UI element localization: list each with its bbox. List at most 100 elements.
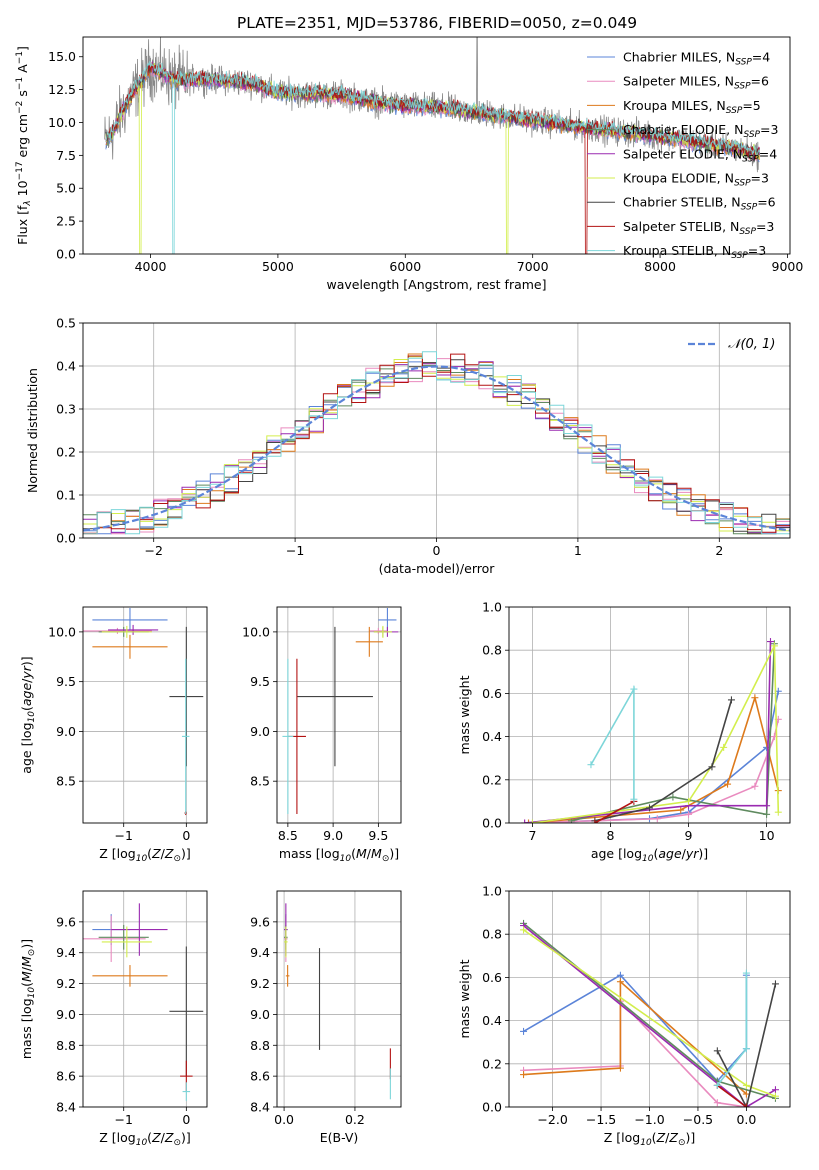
tick-label-x: 9 — [685, 828, 693, 843]
tick-label-y: 0.1 — [56, 488, 76, 503]
label-segment: / — [161, 846, 166, 861]
label-segment: erg cm — [15, 114, 30, 162]
label-segment: )] — [698, 846, 708, 861]
legend-label-chabrier-miles: Chabrier MILES, NSSP=4 — [623, 50, 770, 68]
label-segment: 10 — [15, 180, 30, 200]
tick-label-y: 10.0 — [48, 115, 76, 130]
errorbar-salpeter-miles — [83, 915, 146, 962]
label-segment: )] — [181, 1130, 191, 1145]
tick-label-y: 8.5 — [250, 774, 270, 789]
tick-label-y: 9.0 — [56, 1007, 76, 1022]
tick-label-x: 8.5 — [278, 828, 298, 843]
label-segment: Salpeter ELODIE, N — [623, 146, 742, 161]
label-segment: Z [log — [99, 1130, 135, 1145]
tick-label-y: 0.4 — [482, 729, 502, 744]
label-segment: SSP — [739, 227, 756, 237]
label-segment: =6 — [757, 195, 775, 210]
errorbar-chabrier-stelib — [296, 626, 373, 767]
weight-line — [716, 1084, 747, 1107]
x-axis-label: Z [log10(Z/Z⊙)] — [99, 1130, 191, 1148]
label-segment: 10 — [27, 711, 37, 723]
plot-area — [104, 37, 760, 254]
legend-label-chabrier-stelib: Chabrier STELIB, NSSP=6 — [623, 195, 776, 213]
legend-label-kroupa-miles: Kroupa MILES, NSSP=5 — [623, 98, 761, 116]
x-axis-label: Z [log10(Z/Z⊙)] — [99, 846, 191, 864]
tick-label-y: 0.8 — [482, 927, 502, 942]
errorbar-kroupa-miles — [285, 965, 290, 987]
axes-frame — [82, 36, 791, 255]
errorbar-kroupa-elodie — [101, 625, 152, 638]
weight-series-salpeter-miles — [521, 715, 782, 823]
legend-label-salpeter-stelib: Salpeter STELIB, NSSP=3 — [623, 219, 774, 237]
plot-area — [83, 607, 207, 823]
label-segment: 10 — [642, 854, 654, 864]
label-segment: )] — [685, 1130, 695, 1145]
legend-label-kroupa-elodie: Kroupa ELODIE, NSSP=3 — [623, 171, 769, 189]
label-segment: ( — [653, 846, 658, 861]
errorbar-salpeter-elodie — [111, 903, 168, 956]
tick-label-y: 8.6 — [56, 1069, 76, 1084]
tick-label-y: 0.0 — [56, 247, 76, 262]
label-segment: Z — [164, 846, 174, 861]
label-segment: Chabrier MILES, N — [623, 50, 735, 65]
label-segment: s — [15, 90, 30, 101]
label-segment: M — [356, 846, 367, 861]
legend-label-salpeter-elodie: Salpeter ELODIE, NSSP=4 — [623, 146, 777, 164]
tick-label-y: 9.0 — [56, 724, 76, 739]
tick-label-y: 8.6 — [250, 1069, 270, 1084]
label-segment: age — [19, 683, 34, 707]
label-segment: )] — [19, 656, 34, 666]
label-segment: Kroupa STELIB, N — [623, 243, 731, 258]
label-segment: Z [log — [99, 846, 135, 861]
label-segment: SSP — [734, 82, 751, 92]
errorbar-kroupa-elodie — [373, 625, 392, 638]
label-segment: ⊙ — [27, 949, 37, 957]
panel-mass_vs_Z: −1 08.48.68.89.09.29.49.6Z [log10(Z/Z⊙)]m… — [19, 890, 208, 1148]
label-segment: =5 — [742, 98, 760, 113]
weight-series-kroupa-elodie — [520, 926, 779, 1100]
x-axis-label: mass [log10(M/M⊙)] — [279, 846, 399, 864]
tick-label-y: 0.3 — [56, 402, 76, 417]
tick-label-y: 1.0 — [482, 600, 502, 615]
tick-label-x: −1.5 — [586, 1112, 616, 1127]
tick-label-x: 9.0 — [323, 828, 343, 843]
label-segment: SSP — [731, 251, 748, 261]
tick-label-y: 8.5 — [56, 774, 76, 789]
tick-label-y: 9.4 — [56, 945, 76, 960]
panel-weight_vs_Z: −2.0 −1.5 −1.0 −0.5 0.0 0.0 0.2 0.4 0.6 0.8 1.0 Z [… — [457, 884, 791, 1148]
tick-label-x: −1 — [114, 1112, 132, 1127]
axes-frame — [276, 606, 402, 824]
x-axis-label: age [log10(age/yr)] — [591, 846, 708, 864]
weight-line — [524, 641, 772, 823]
errorbar-kroupa-stelib — [182, 1082, 191, 1101]
label-segment: ( — [19, 982, 34, 987]
label-segment: SSP — [741, 203, 758, 213]
label-segment: =3 — [760, 122, 778, 137]
label-segment: Z — [151, 846, 161, 861]
label-segment: (data-model)/error — [379, 561, 496, 576]
weight-line — [524, 719, 780, 823]
label-segment: −2 — [15, 101, 25, 114]
axes-frame — [508, 606, 791, 824]
tick-label-y: 0.6 — [482, 686, 502, 701]
label-segment: 10 — [136, 854, 148, 864]
tick-label-y: 0.2 — [482, 772, 502, 787]
tick-label-y: 12.5 — [48, 82, 76, 97]
tick-label-y: 9.5 — [56, 674, 76, 689]
tick-label-x: −2.0 — [537, 1112, 567, 1127]
label-segment: 10 — [640, 1138, 652, 1148]
tick-label-x: 8 — [606, 828, 614, 843]
errorbar-kroupa-stelib — [282, 658, 294, 815]
tick-label-x: −2 — [144, 543, 162, 558]
residual-histogram-kroupa-stelib — [83, 351, 790, 535]
label-segment: SSP — [743, 130, 760, 140]
errorbar-kroupa-miles — [92, 965, 168, 987]
label-segment: yr — [685, 846, 699, 861]
tick-label-y: 0.0 — [482, 816, 502, 831]
axes-frame — [82, 890, 208, 1108]
tick-label-y: 9.0 — [250, 724, 270, 739]
tick-label-x: 0 — [182, 1112, 190, 1127]
